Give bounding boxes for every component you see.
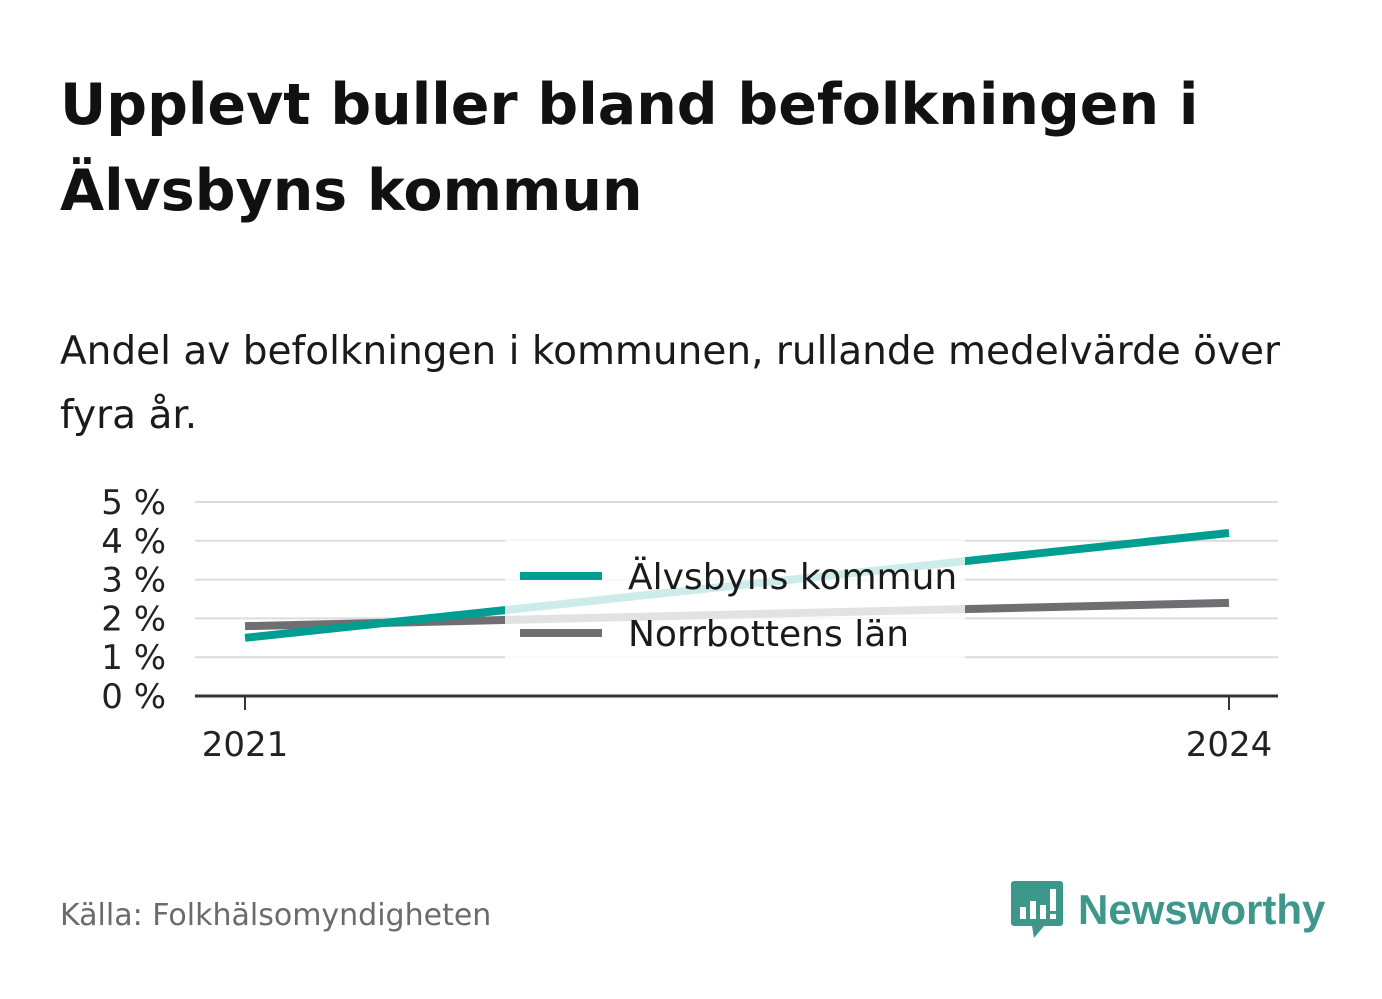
legend-label-alvsbyn: Älvsbyns kommun (628, 556, 957, 598)
y-tick-label: 3 % (101, 561, 166, 601)
y-tick-label: 4 % (101, 522, 166, 562)
legend-label-norrbotten: Norrbottens län (628, 614, 909, 655)
y-axis-tick-labels: 0 %1 %2 %3 %4 %5 % (101, 483, 166, 717)
chart-subtitle: Andel av befolkningen i kommunen, rullan… (60, 329, 1281, 438)
y-tick-label: 2 % (101, 599, 166, 639)
brand-logo: Newsworthy (1010, 878, 1325, 942)
legend-background (505, 540, 965, 660)
y-tick-label: 0 % (101, 677, 166, 717)
x-tick-label: 2024 (1186, 725, 1273, 765)
y-tick-label: 1 % (101, 638, 166, 678)
x-axis-ticks: 2021 2024 (202, 696, 1273, 765)
y-tick-label: 5 % (101, 483, 166, 523)
legend-item-norrbotten: Norrbottens län (520, 614, 909, 655)
newsworthy-logo-icon (1011, 881, 1063, 938)
legend: Älvsbyns kommun Norrbottens län (505, 540, 965, 660)
x-tick-label: 2021 (202, 725, 289, 765)
legend-item-alvsbyn: Älvsbyns kommun (520, 556, 957, 598)
brand-name: Newsworthy (1078, 886, 1326, 933)
source-label: Källa: Folkhälsomyndigheten (60, 898, 492, 933)
chart-title: Upplevt buller bland befolkningen i Älvs… (60, 72, 1199, 224)
line-chart: 0 %1 %2 %3 %4 %5 % 2021 2024 Älvsbyns kom… (101, 483, 1278, 765)
